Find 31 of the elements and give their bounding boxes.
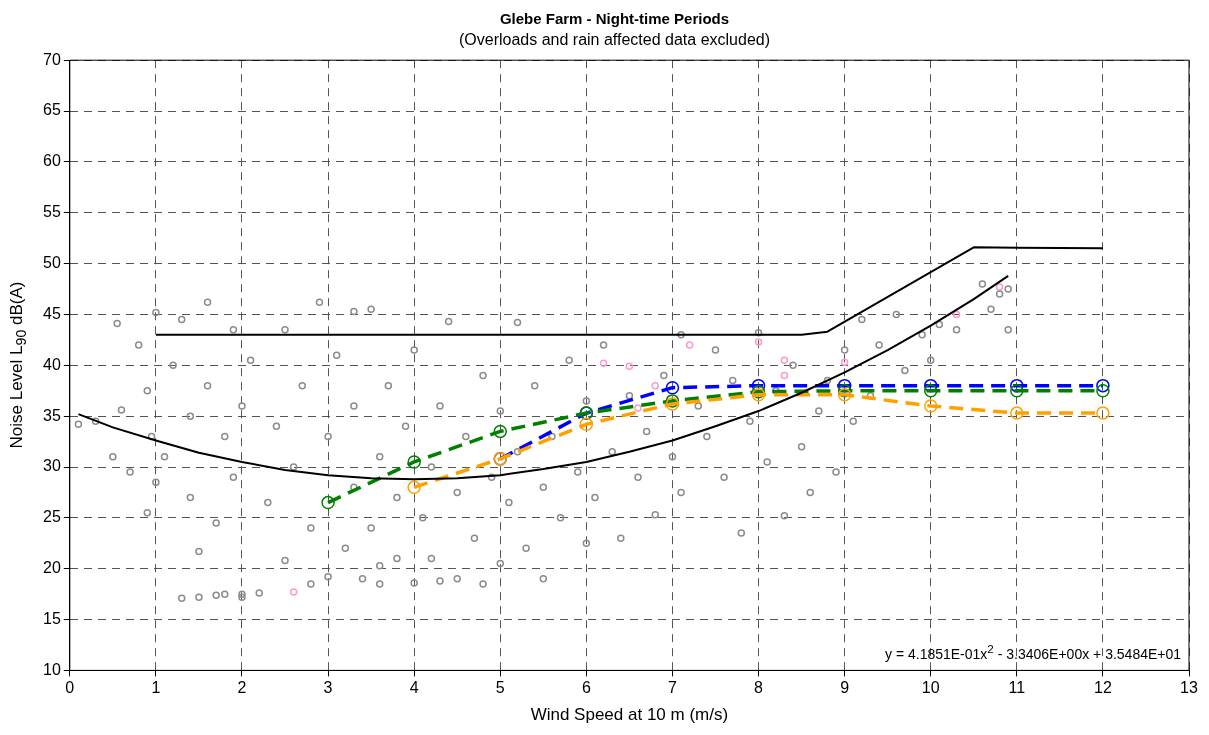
x-tick-label: 3 [323, 679, 333, 697]
x-tick-label: 8 [754, 679, 764, 697]
y-tick-label: 55 [43, 203, 61, 221]
x-tick-label: 5 [495, 679, 505, 697]
y-tick-label: 35 [43, 406, 61, 424]
y-tick-label: 25 [43, 508, 61, 526]
y-tick-label: 15 [43, 609, 61, 627]
y-tick-label: 65 [43, 101, 61, 119]
x-tick-label: 9 [840, 679, 850, 697]
y-tick-label: 45 [43, 304, 61, 322]
x-tick-label: 7 [667, 679, 677, 697]
chart-title: Glebe Farm - Night-time Periods [499, 10, 730, 28]
x-tick-label: 13 [1180, 679, 1198, 697]
x-tick-label: 11 [1008, 679, 1026, 697]
x-tick-label: 10 [921, 679, 940, 697]
x-tick-label: 4 [409, 679, 419, 697]
y-tick-label: 60 [43, 152, 61, 170]
x-tick-label: 6 [581, 679, 591, 697]
x-tick-label: 0 [65, 679, 75, 697]
y-tick-label: 70 [43, 50, 61, 68]
y-tick-label: 10 [43, 660, 61, 678]
y-tick-label: 40 [43, 355, 61, 373]
y-tick-label: 20 [43, 559, 61, 577]
y-tick-label: 30 [43, 457, 61, 475]
x-tick-label: 2 [237, 679, 247, 697]
annotation: y = 4.1851E-01x$^{2}$ - 3.3406E+00x + 3.5484E+01 [885, 642, 1182, 663]
x-axis-title: Wind Speed at 10 m (m/s) [530, 705, 729, 725]
x-tick-label: 12 [1094, 679, 1112, 697]
y-tick-label: 50 [43, 254, 61, 272]
chart-subtitle: (Overloads and rain affected data excluded) [458, 31, 771, 49]
x-tick-label: 1 [151, 679, 161, 697]
